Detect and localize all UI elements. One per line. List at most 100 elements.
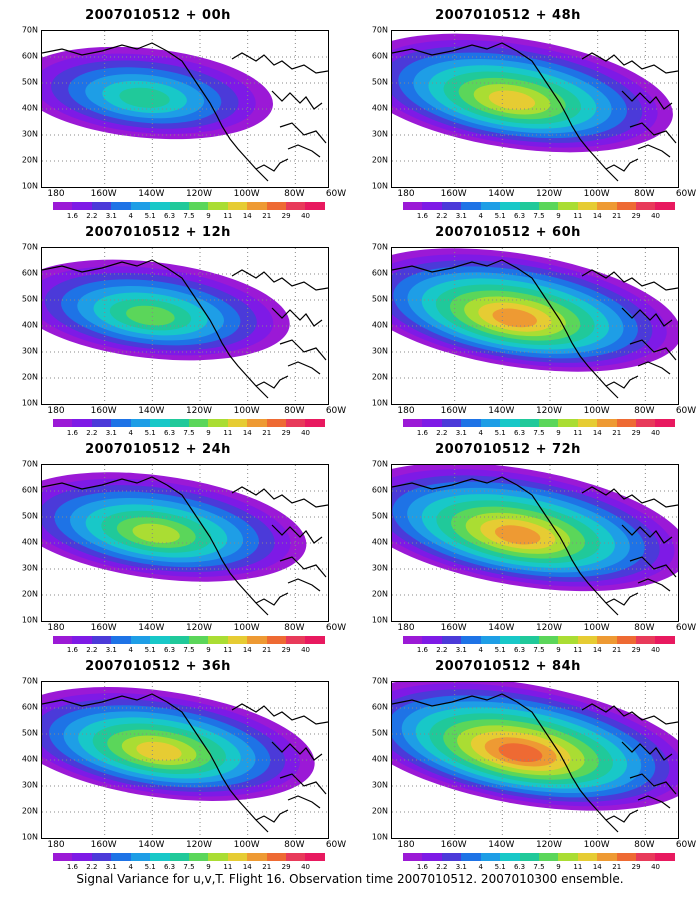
- colorbar-label: 29: [281, 429, 291, 437]
- longitude-label: 160W: [440, 189, 467, 199]
- figure-caption: Signal Variance for u,v,T. Flight 16. Ob…: [76, 872, 624, 886]
- latitude-label: 40N: [21, 103, 38, 113]
- latitude-label: 50N: [21, 77, 38, 87]
- colorbar-swatch: [286, 636, 306, 644]
- longitude-label: 120W: [535, 840, 563, 850]
- coastline-path: [605, 592, 639, 606]
- coastline-path: [166, 484, 269, 616]
- colorbar-swatch: [208, 636, 228, 644]
- colorbar-label: 3.1: [455, 863, 467, 871]
- colorbar-label: 1.6: [66, 212, 78, 220]
- colorbar-labels: 1.6 2.2 3.1 4 5.1 6.3 7.5 9 11 14 21 29 40: [403, 429, 675, 439]
- colorbar-swatch: [53, 202, 73, 210]
- colorbar-swatch: [597, 202, 617, 210]
- longitude-label: 80W: [634, 406, 655, 416]
- colorbar-label: 11: [223, 863, 233, 871]
- latitude-label: 40N: [371, 320, 388, 330]
- longitude-label: 160W: [440, 840, 467, 850]
- colorbar-label: 1.6: [66, 863, 78, 871]
- latitude-label: 70N: [21, 242, 38, 252]
- panel-title: 2007010512 + 00h: [85, 8, 231, 23]
- latitude-label: 20N: [371, 372, 388, 382]
- longitude-label: 140W: [138, 840, 165, 850]
- colorbar-swatch: [208, 853, 228, 861]
- colorbar-swatch: [519, 202, 539, 210]
- coastline-path: [279, 556, 327, 578]
- colorbar-swatch: [130, 853, 151, 861]
- latitude-label: 60N: [21, 268, 38, 278]
- coastline-path: [255, 158, 289, 172]
- colorbar-label: 11: [223, 212, 233, 220]
- latitude-label: 50N: [371, 728, 388, 738]
- colorbar-swatch: [266, 853, 287, 861]
- colorbar-label: 2.2: [436, 646, 448, 654]
- forecast-panel: 2007010512 + 12h 70N 60N 50N 40N 30N 20N 10N 180…: [8, 225, 346, 440]
- coastline-path: [581, 486, 678, 508]
- latitude-label: 20N: [21, 806, 38, 816]
- panel-title: 2007010512 + 24h: [85, 442, 231, 457]
- latitude-label: 70N: [371, 242, 388, 252]
- coastline-path: [637, 361, 671, 375]
- panel-title: 2007010512 + 36h: [85, 659, 231, 674]
- latitude-label: 30N: [371, 563, 388, 573]
- latitude-label: 40N: [371, 537, 388, 547]
- colorbar-swatch: [616, 202, 637, 210]
- colorbar-swatch: [286, 853, 306, 861]
- longitude-label: 180: [397, 623, 415, 633]
- longitude-label: 140W: [138, 189, 165, 199]
- colorbar-label: 4: [478, 646, 483, 654]
- colorbar-label: 7.5: [533, 863, 545, 871]
- colorbar-label: 2.2: [436, 429, 448, 437]
- coastline-path: [629, 339, 677, 361]
- colorbar-swatch: [247, 202, 267, 210]
- colorbar-swatch: [422, 202, 442, 210]
- latitude-label: 10N: [21, 832, 38, 842]
- colorbar-label: 6.3: [163, 646, 176, 654]
- coastline-path: [287, 578, 321, 592]
- colorbar-swatch: [111, 202, 131, 210]
- longitude-label: 160W: [90, 406, 117, 416]
- forecast-panel: 2007010512 + 84h 70N 60N 50N 40N 30N 20N 10N 180…: [358, 659, 696, 874]
- colorbar-swatch: [441, 853, 462, 861]
- colorbar-swatch: [461, 636, 481, 644]
- colorbar-label: 29: [281, 646, 291, 654]
- longitude-label: 80W: [634, 189, 655, 199]
- colorbar-swatch: [266, 636, 287, 644]
- colorbar-labels: 1.6 2.2 3.1 4 5.1 6.3 7.5 9 11 14 21 29 40: [53, 863, 325, 873]
- colorbar-swatch: [130, 636, 151, 644]
- latitude-label: 70N: [21, 459, 38, 469]
- colorbar-swatch: [305, 853, 325, 861]
- coastline-path: [42, 259, 168, 273]
- colorbar-label: 4: [128, 863, 133, 871]
- longitude-label: 100W: [233, 623, 260, 633]
- colorbar-swatch: [150, 202, 170, 210]
- panel-title: 2007010512 + 12h: [85, 225, 231, 240]
- colorbar-label: 11: [573, 863, 583, 871]
- colorbar-swatch: [72, 636, 92, 644]
- forecast-panel: 2007010512 + 00h 70N 60N 50N 40N 30N 20N 10N 180…: [8, 8, 346, 223]
- colorbar-label: 11: [573, 212, 583, 220]
- coastline-path: [166, 701, 269, 833]
- colorbar-swatch: [616, 419, 637, 427]
- colorbar-label: 29: [631, 646, 641, 654]
- coastline-path: [392, 259, 518, 273]
- coastline-path: [516, 50, 619, 182]
- colorbar: [53, 636, 325, 646]
- colorbar-swatch: [558, 636, 578, 644]
- colorbar-label: 3.1: [105, 863, 117, 871]
- longitude-label: 80W: [284, 623, 305, 633]
- colorbar-swatch: [150, 853, 170, 861]
- colorbar-swatch: [441, 636, 462, 644]
- colorbar-swatch: [577, 636, 598, 644]
- colorbar-swatch: [636, 419, 656, 427]
- colorbar-swatch: [538, 202, 559, 210]
- variance-map: [391, 247, 679, 405]
- colorbar-label: 2.2: [86, 429, 98, 437]
- colorbar-swatch: [519, 636, 539, 644]
- latitude-label: 30N: [371, 346, 388, 356]
- longitude-label: 160W: [90, 189, 117, 199]
- colorbar-swatch: [72, 853, 92, 861]
- colorbar-label: 40: [301, 212, 311, 220]
- latitude-label: 20N: [371, 589, 388, 599]
- coastline-path: [42, 693, 168, 707]
